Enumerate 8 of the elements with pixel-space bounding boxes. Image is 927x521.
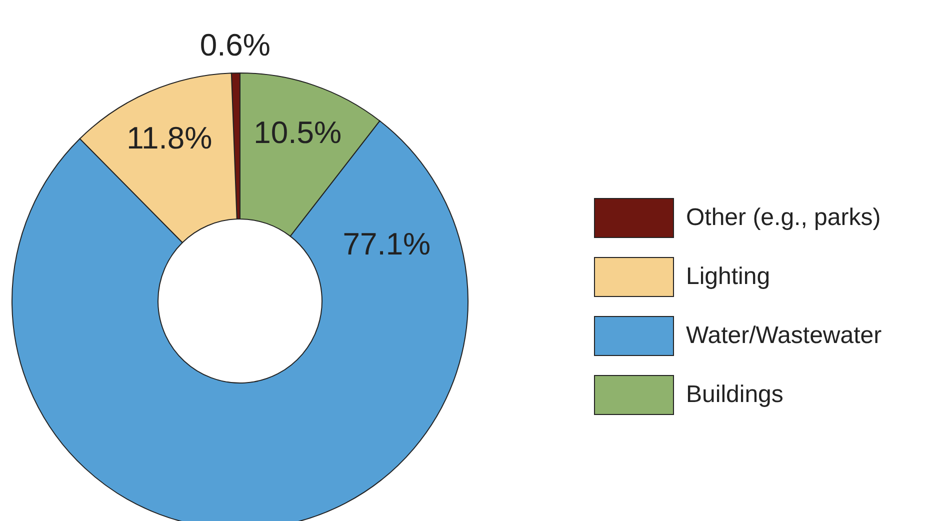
legend-label: Buildings: [686, 381, 784, 409]
legend-label: Other (e.g., parks): [686, 204, 881, 232]
data-label: 10.5%: [254, 115, 342, 150]
data-label: 11.8%: [126, 120, 212, 156]
legend-label: Lighting: [686, 263, 770, 291]
legend-label: Water/Wastewater: [686, 322, 882, 350]
data-label: 77.1%: [342, 226, 431, 262]
data-label: 0.6%: [200, 28, 271, 63]
